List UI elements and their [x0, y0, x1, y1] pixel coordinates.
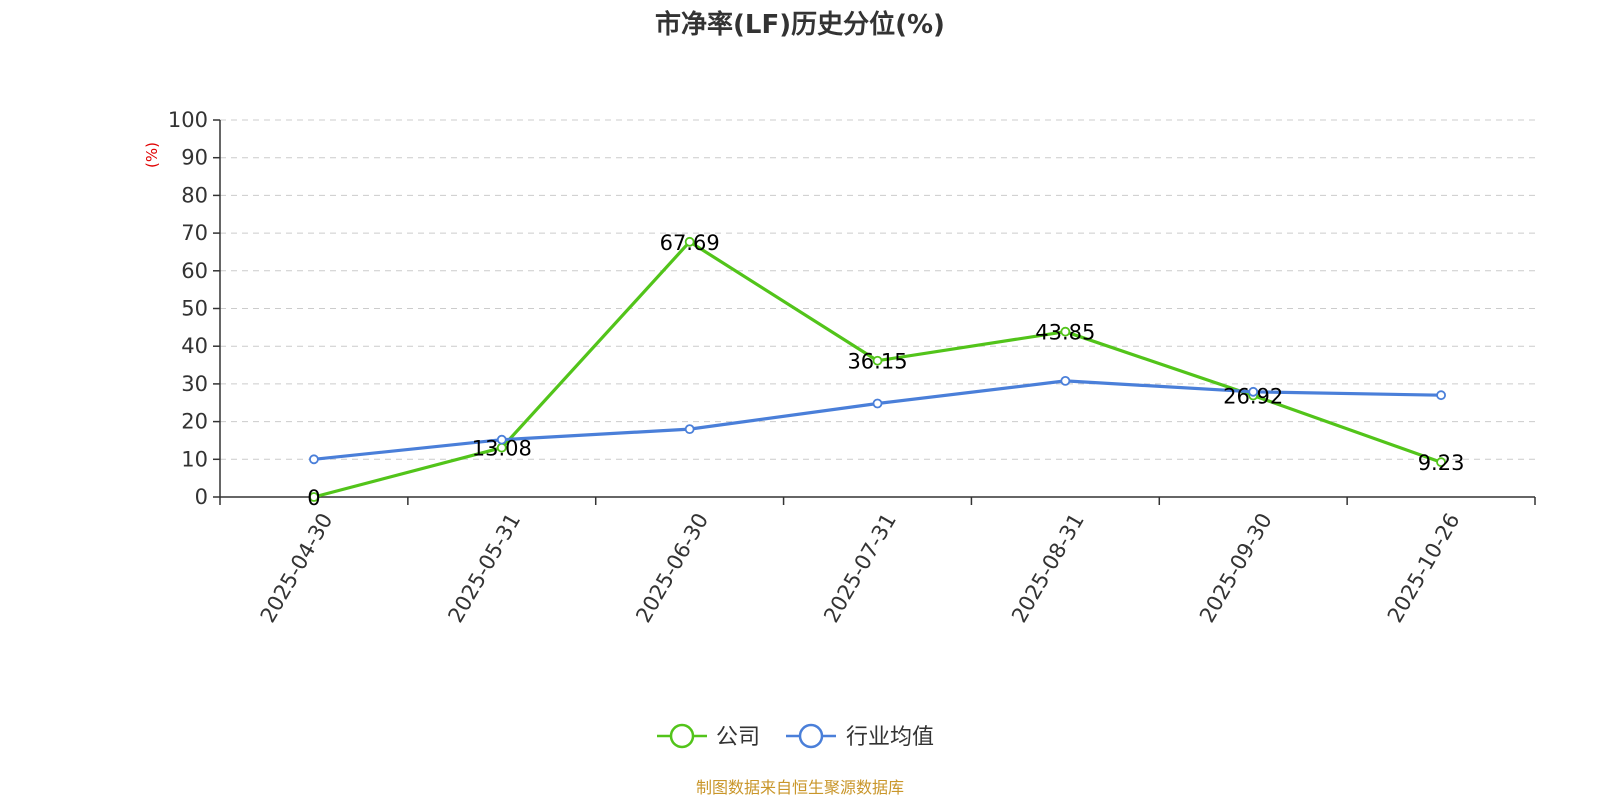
- data-point-company: [1060, 326, 1071, 337]
- y-tick-label: 40: [181, 334, 208, 358]
- y-tick-label: 90: [181, 146, 208, 170]
- legend-marker-industry: [798, 723, 824, 749]
- data-point-company: [872, 355, 883, 366]
- data-label: 26.92: [1223, 385, 1283, 409]
- y-tick-label: 100: [168, 108, 208, 132]
- y-tick-label: 10: [181, 447, 208, 471]
- legend-label-company: 公司: [716, 725, 760, 750]
- data-label: 0: [307, 486, 320, 510]
- legend-item-company[interactable]: 公司: [657, 723, 760, 750]
- y-tick-label: 0: [195, 485, 208, 509]
- x-axis-ticks: 2025-04-30 2025-05-31 2025-06-30 2025-07-31…: [219, 497, 1536, 627]
- y-tick-label: 70: [181, 221, 208, 245]
- data-point-industry: [1248, 386, 1259, 397]
- data-point-company: [684, 236, 695, 247]
- y-tick-label: 60: [181, 259, 208, 283]
- x-tick-label: 2025-04-30: [256, 509, 338, 627]
- data-point-industry: [872, 398, 883, 409]
- data-point-company: [1436, 457, 1446, 468]
- data-point-industry: [1060, 375, 1071, 386]
- y-tick-label: 30: [181, 372, 208, 396]
- y-axis-label: (%): [143, 142, 161, 168]
- data-point-industry: [496, 434, 507, 445]
- x-tick-label: 2025-07-31: [819, 509, 901, 627]
- data-label: 36.15: [847, 350, 907, 374]
- grid-lines: [220, 119, 1535, 460]
- legend-label-industry: 行业均值: [846, 725, 934, 750]
- x-tick-label: 2025-05-31: [443, 509, 525, 627]
- data-point-industry: [1436, 390, 1446, 401]
- data-label: 43.85: [1035, 321, 1095, 345]
- x-tick-label: 2025-10-26: [1383, 509, 1465, 627]
- series-layer: [309, 236, 1446, 502]
- data-label: 9.23: [1418, 451, 1465, 475]
- data-point-company: [309, 492, 319, 502]
- legend-item-industry[interactable]: 行业均值: [786, 723, 934, 750]
- data-point-industry: [309, 454, 319, 465]
- x-tick-label: 2025-06-30: [631, 509, 713, 627]
- chart-title: 市净率(LF)历史分位(%): [655, 9, 945, 40]
- data-point-industry: [684, 424, 695, 435]
- y-tick-label: 80: [181, 183, 208, 207]
- x-tick-label: 2025-08-31: [1007, 509, 1089, 627]
- y-tick-label: 50: [181, 297, 208, 321]
- data-label: 67.69: [660, 231, 720, 255]
- data-label: 13.08: [472, 437, 532, 461]
- y-tick-label: 20: [181, 410, 208, 434]
- data-labels: 0 13.08 67.69 36.15 43.85 26.92 9.23: [307, 231, 1464, 510]
- legend-marker-company: [669, 723, 695, 749]
- y-axis-ticks: 0 10 20 30 40 50 60 70 80 90 100: [168, 108, 220, 509]
- x-tick-label: 2025-09-30: [1195, 509, 1277, 627]
- source-note: 制图数据来自恒生聚源数据库: [696, 778, 904, 797]
- legend[interactable]: 公司 行业均值: [657, 723, 934, 750]
